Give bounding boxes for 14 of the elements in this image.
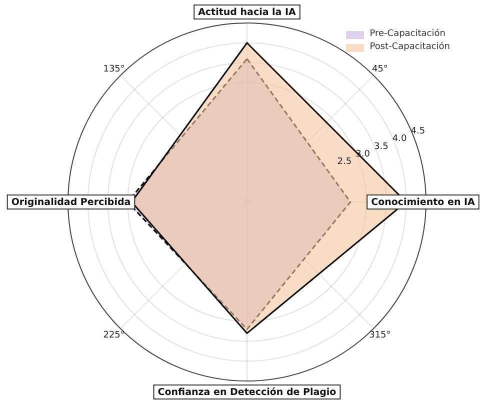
- spoke-label: Conocimiento en IA: [371, 196, 476, 208]
- text: 45°: [372, 64, 388, 74]
- legend-label: Post-Capacitación: [370, 41, 450, 54]
- spoke-label: Confianza en Detección de Plagio: [158, 386, 337, 398]
- legend-label: Pre-Capacitación: [370, 28, 446, 41]
- spoke-label: Originalidad Percibida: [11, 196, 131, 208]
- y-tick-label: 4.5: [410, 126, 426, 137]
- y-tick-label: 3.5: [374, 142, 388, 152]
- spoke-label: Actitud hacia la IA: [198, 6, 297, 18]
- text: 225°: [103, 330, 125, 340]
- text: 135°: [103, 64, 125, 74]
- text: 315°: [369, 330, 391, 340]
- y-tick-label: 4.0: [392, 134, 407, 144]
- y-tick-label: 2.5: [337, 156, 352, 167]
